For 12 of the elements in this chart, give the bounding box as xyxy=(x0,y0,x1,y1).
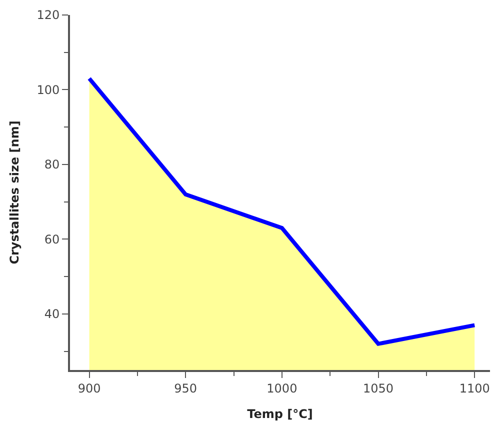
x-tick-label: 1100 xyxy=(459,381,490,396)
x-axis-title: Temp [°C] xyxy=(247,406,313,421)
x-tick-label: 1050 xyxy=(362,381,394,396)
x-tick-label: 950 xyxy=(174,381,198,396)
y-tick-label: 120 xyxy=(36,8,60,22)
y-axis-title: Crystallites size [nm] xyxy=(7,120,22,264)
y-tick-label: 40 xyxy=(44,307,60,322)
x-tick-label: 900 xyxy=(78,381,101,396)
y-tick-label: 80 xyxy=(44,158,60,172)
x-tick-label: 1000 xyxy=(266,381,298,396)
y-tick-label: 60 xyxy=(44,232,60,246)
y-tick-label: 100 xyxy=(36,82,60,97)
